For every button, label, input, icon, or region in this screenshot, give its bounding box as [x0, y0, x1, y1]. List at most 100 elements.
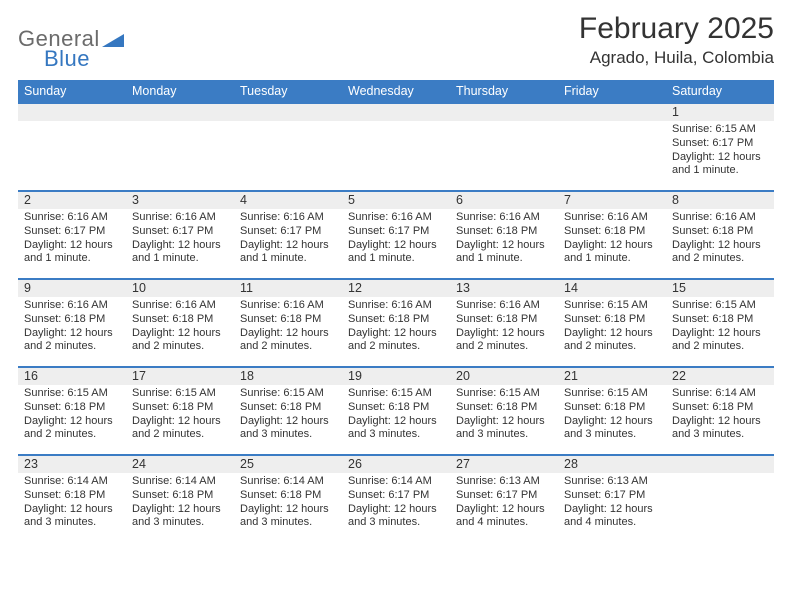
calendar-day-cell: 16Sunrise: 6:15 AMSunset: 6:18 PMDayligh… [18, 367, 126, 455]
calendar-table: Sunday Monday Tuesday Wednesday Thursday… [18, 80, 774, 534]
page-header: General Blue February 2025 Agrado, Huila… [18, 12, 774, 72]
day-number-bar: 5 [342, 192, 450, 209]
day-detail-body: Sunrise: 6:14 AMSunset: 6:18 PMDaylight:… [126, 473, 234, 534]
daylight-text-line1: Daylight: 12 hours [240, 503, 336, 517]
calendar-week-row: 2Sunrise: 6:16 AMSunset: 6:17 PMDaylight… [18, 191, 774, 279]
day-number-bar: 4 [234, 192, 342, 209]
calendar-day-cell [558, 103, 666, 191]
daylight-text-line2: and 4 minutes. [456, 516, 552, 530]
calendar-day-cell: 20Sunrise: 6:15 AMSunset: 6:18 PMDayligh… [450, 367, 558, 455]
daylight-text-line1: Daylight: 12 hours [240, 239, 336, 253]
daylight-text-line2: and 1 minute. [24, 252, 120, 266]
day-number-bar [126, 104, 234, 121]
daylight-text-line2: and 2 minutes. [24, 340, 120, 354]
day-number-bar: 9 [18, 280, 126, 297]
sunrise-text: Sunrise: 6:13 AM [456, 475, 552, 489]
calendar-day-cell: 7 Sunrise: 6:16 AMSunset: 6:18 PMDaylight… [558, 191, 666, 279]
calendar-day-cell: 19Sunrise: 6:15 AMSunset: 6:18 PMDayligh… [342, 367, 450, 455]
sunrise-text: Sunrise: 6:15 AM [456, 387, 552, 401]
sunrise-text: Sunrise: 6:16 AM [456, 211, 552, 225]
daylight-text-line2: and 3 minutes. [564, 428, 660, 442]
daylight-text-line1: Daylight: 12 hours [24, 239, 120, 253]
day-detail-body: Sunrise: 6:16 AMSunset: 6:18 PMDaylight:… [666, 209, 774, 270]
sunset-text: Sunset: 6:18 PM [672, 313, 768, 327]
daylight-text-line1: Daylight: 12 hours [564, 327, 660, 341]
day-detail-body: Sunrise: 6:16 AMSunset: 6:18 PMDaylight:… [18, 297, 126, 358]
sunrise-text: Sunrise: 6:15 AM [24, 387, 120, 401]
calendar-day-cell: 22Sunrise: 6:14 AMSunset: 6:18 PMDayligh… [666, 367, 774, 455]
sunrise-text: Sunrise: 6:15 AM [672, 123, 768, 137]
day-detail-body: Sunrise: 6:13 AMSunset: 6:17 PMDaylight:… [558, 473, 666, 534]
daylight-text-line2: and 2 minutes. [456, 340, 552, 354]
day-detail-body: Sunrise: 6:15 AMSunset: 6:18 PMDaylight:… [666, 297, 774, 358]
daylight-text-line2: and 2 minutes. [672, 340, 768, 354]
day-number-bar [666, 456, 774, 473]
daylight-text-line1: Daylight: 12 hours [132, 503, 228, 517]
weekday-tuesday: Tuesday [234, 80, 342, 103]
sunset-text: Sunset: 6:18 PM [240, 489, 336, 503]
day-detail-body: Sunrise: 6:15 AMSunset: 6:18 PMDaylight:… [558, 297, 666, 358]
daylight-text-line1: Daylight: 12 hours [456, 503, 552, 517]
sunset-text: Sunset: 6:18 PM [24, 313, 120, 327]
day-number-bar: 7 [558, 192, 666, 209]
sunset-text: Sunset: 6:18 PM [564, 225, 660, 239]
sunrise-text: Sunrise: 6:16 AM [24, 211, 120, 225]
sunset-text: Sunset: 6:18 PM [456, 401, 552, 415]
daylight-text-line2: and 1 minute. [672, 164, 768, 178]
daylight-text-line1: Daylight: 12 hours [456, 239, 552, 253]
calendar-day-cell: 24Sunrise: 6:14 AMSunset: 6:18 PMDayligh… [126, 455, 234, 534]
daylight-text-line1: Daylight: 12 hours [24, 327, 120, 341]
sunset-text: Sunset: 6:18 PM [240, 313, 336, 327]
weekday-header-row: Sunday Monday Tuesday Wednesday Thursday… [18, 80, 774, 103]
daylight-text-line1: Daylight: 12 hours [132, 327, 228, 341]
sunset-text: Sunset: 6:18 PM [132, 489, 228, 503]
sunrise-text: Sunrise: 6:15 AM [132, 387, 228, 401]
weekday-wednesday: Wednesday [342, 80, 450, 103]
calendar-day-cell: 4Sunrise: 6:16 AMSunset: 6:17 PMDaylight… [234, 191, 342, 279]
daylight-text-line2: and 1 minute. [348, 252, 444, 266]
daylight-text-line1: Daylight: 12 hours [24, 415, 120, 429]
sunrise-text: Sunrise: 6:14 AM [672, 387, 768, 401]
day-detail-body: Sunrise: 6:15 AMSunset: 6:18 PMDaylight:… [126, 385, 234, 446]
daylight-text-line1: Daylight: 12 hours [564, 239, 660, 253]
daylight-text-line1: Daylight: 12 hours [132, 415, 228, 429]
title-block: February 2025 Agrado, Huila, Colombia [579, 12, 774, 68]
sunrise-text: Sunrise: 6:16 AM [240, 211, 336, 225]
day-number-bar: 17 [126, 368, 234, 385]
calendar-day-cell: 1Sunrise: 6:15 AMSunset: 6:17 PMDaylight… [666, 103, 774, 191]
calendar-day-cell [666, 455, 774, 534]
calendar-day-cell: 3Sunrise: 6:16 AMSunset: 6:17 PMDaylight… [126, 191, 234, 279]
daylight-text-line1: Daylight: 12 hours [672, 415, 768, 429]
daylight-text-line2: and 1 minute. [240, 252, 336, 266]
day-detail-body: Sunrise: 6:16 AMSunset: 6:18 PMDaylight:… [450, 297, 558, 358]
sunrise-text: Sunrise: 6:16 AM [348, 211, 444, 225]
sunrise-text: Sunrise: 6:15 AM [348, 387, 444, 401]
calendar-week-row: 1Sunrise: 6:15 AMSunset: 6:17 PMDaylight… [18, 103, 774, 191]
daylight-text-line1: Daylight: 12 hours [564, 503, 660, 517]
calendar-day-cell [126, 103, 234, 191]
day-number-bar: 26 [342, 456, 450, 473]
daylight-text-line2: and 3 minutes. [132, 516, 228, 530]
day-number-bar: 6 [450, 192, 558, 209]
sunrise-text: Sunrise: 6:13 AM [564, 475, 660, 489]
sunrise-text: Sunrise: 6:15 AM [672, 299, 768, 313]
sunset-text: Sunset: 6:18 PM [456, 225, 552, 239]
calendar-day-cell: 28Sunrise: 6:13 AMSunset: 6:17 PMDayligh… [558, 455, 666, 534]
sunrise-text: Sunrise: 6:16 AM [564, 211, 660, 225]
calendar-day-cell: 27Sunrise: 6:13 AMSunset: 6:17 PMDayligh… [450, 455, 558, 534]
daylight-text-line1: Daylight: 12 hours [348, 327, 444, 341]
daylight-text-line1: Daylight: 12 hours [348, 239, 444, 253]
sunrise-text: Sunrise: 6:14 AM [24, 475, 120, 489]
sunset-text: Sunset: 6:17 PM [672, 137, 768, 151]
sunrise-text: Sunrise: 6:14 AM [348, 475, 444, 489]
day-number-bar [342, 104, 450, 121]
sunset-text: Sunset: 6:18 PM [564, 401, 660, 415]
daylight-text-line2: and 1 minute. [564, 252, 660, 266]
logo-triangle-icon [102, 32, 124, 52]
calendar-day-cell: 25Sunrise: 6:14 AMSunset: 6:18 PMDayligh… [234, 455, 342, 534]
day-detail-body: Sunrise: 6:16 AMSunset: 6:17 PMDaylight:… [126, 209, 234, 270]
daylight-text-line1: Daylight: 12 hours [348, 503, 444, 517]
day-detail-body: Sunrise: 6:15 AMSunset: 6:18 PMDaylight:… [342, 385, 450, 446]
logo-word-blue: Blue [44, 46, 90, 71]
calendar-day-cell: 2Sunrise: 6:16 AMSunset: 6:17 PMDaylight… [18, 191, 126, 279]
